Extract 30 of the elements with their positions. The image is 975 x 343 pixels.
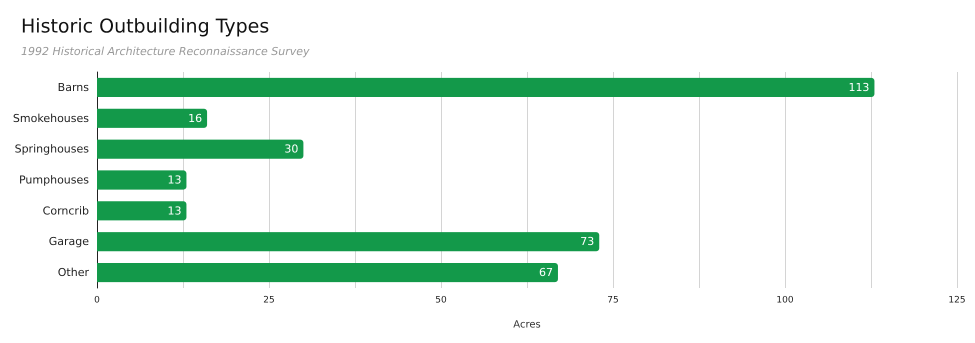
y-tick-label: Corncrib [42,204,90,218]
data-label: 13 [167,174,182,186]
x-tick-label: 100 [776,296,794,306]
data-label: 67 [538,266,553,280]
bar [97,170,186,190]
x-tick-label: 25 [263,296,275,306]
bar [97,78,874,97]
x-tick-label: 75 [607,296,619,306]
y-tick-label: Pumphouses [18,174,90,186]
chart-subtitle: 1992 Historical Architecture Reconnaissance Survey [21,45,310,58]
bar [97,140,304,159]
x-tick-label: 50 [435,296,447,306]
bar [97,201,186,220]
bar [97,263,558,282]
bar [97,232,600,252]
x-tick-label: 0 [94,296,100,306]
y-tick-label: Other [58,266,90,280]
data-label: 13 [167,204,182,218]
y-tick-label: Barns [58,80,90,94]
chart-title: Historic Outbuilding Types [21,16,270,38]
data-label: 73 [580,235,594,248]
x-axis-title: Acres [513,320,541,330]
data-label: 16 [188,112,202,125]
y-tick-label: Smokehouses [12,112,90,125]
data-label: 113 [848,80,870,94]
bar [97,108,208,128]
x-tick-label: 125 [948,296,966,306]
y-tick-label: Springhouses [14,142,90,156]
data-label: 30 [284,142,298,156]
y-tick-label: Garage [48,235,90,248]
